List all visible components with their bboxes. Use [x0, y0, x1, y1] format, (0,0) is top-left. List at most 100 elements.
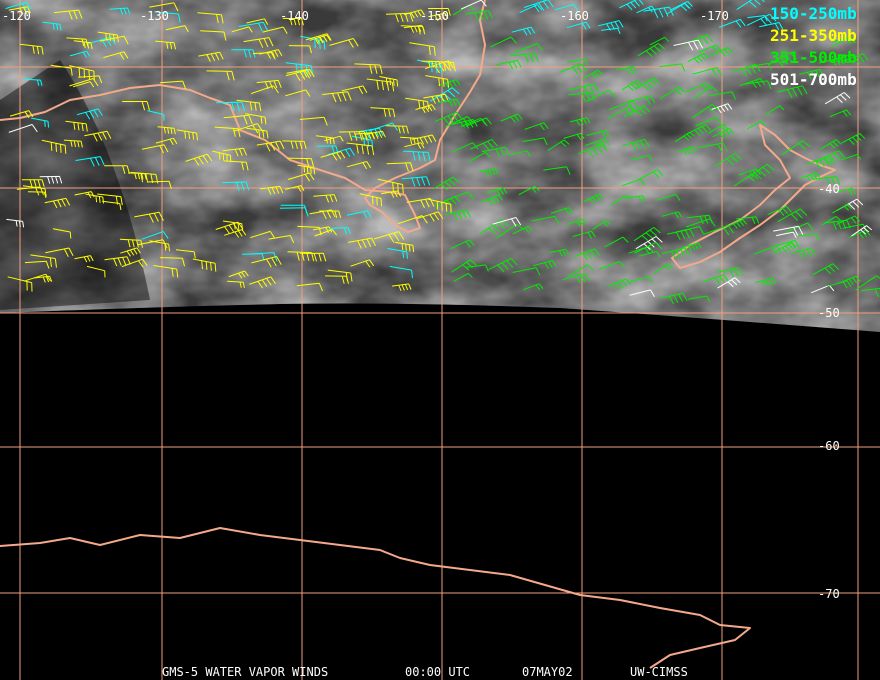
wind-barb	[569, 117, 591, 126]
wind-barb	[279, 207, 309, 217]
wind-barb	[745, 163, 775, 180]
wind-barb	[687, 124, 711, 136]
wind-barb	[8, 124, 38, 133]
wind-barb	[524, 122, 549, 131]
wind-barb	[797, 233, 820, 241]
wind-barb	[392, 283, 412, 291]
wind-barb	[732, 63, 761, 77]
wind-barb	[350, 259, 375, 268]
wind-barb	[781, 140, 811, 156]
wind-barb	[688, 295, 711, 303]
wind-barb	[619, 0, 644, 11]
wind-barb	[69, 50, 91, 58]
wind-barb	[511, 26, 536, 36]
wind-barb	[445, 116, 474, 128]
wind-barb	[379, 76, 399, 87]
wind-barb	[709, 91, 737, 100]
wind-barb	[401, 176, 431, 187]
wind-barbs	[5, 0, 880, 304]
wind-barb	[364, 130, 386, 140]
wind-barb	[743, 80, 772, 90]
wind-barb	[346, 161, 372, 170]
wind-barb	[444, 209, 471, 221]
wind-barb	[315, 135, 335, 145]
wind-barb	[710, 103, 733, 114]
wind-barb	[287, 157, 315, 168]
wind-barb	[341, 85, 368, 95]
wind-barb	[154, 11, 181, 23]
wind-barb	[818, 58, 841, 66]
wind-barb	[660, 86, 686, 100]
wind-barb	[615, 66, 637, 74]
wind-barb	[480, 194, 504, 206]
wind-barb	[776, 231, 797, 238]
wind-barb	[425, 75, 450, 88]
wind-barb	[206, 70, 235, 81]
wind-barb	[578, 143, 608, 158]
wind-barb	[785, 222, 814, 233]
wind-barb	[709, 47, 733, 57]
wind-barb	[221, 181, 250, 191]
wind-barb	[438, 79, 461, 90]
wind-barb	[465, 10, 493, 21]
wind-barb	[629, 276, 654, 284]
wind-barb	[798, 68, 825, 80]
wind-barb	[848, 229, 871, 239]
wind-barb	[297, 164, 316, 175]
wind-barb	[486, 187, 508, 196]
wind-barb	[622, 178, 646, 187]
wind-barb	[434, 111, 463, 125]
wind-barb	[510, 52, 539, 63]
wind-barb	[633, 226, 661, 242]
wind-barb	[24, 78, 43, 86]
wind-barb	[246, 18, 269, 25]
wind-barb	[676, 146, 698, 156]
wind-barb	[622, 138, 650, 151]
wind-barb	[400, 136, 420, 145]
wind-barb	[708, 124, 729, 134]
wind-barb	[604, 236, 629, 248]
wind-barb	[592, 220, 611, 231]
wind-barb	[319, 210, 342, 218]
wind-barb	[76, 108, 103, 120]
wind-barb	[434, 195, 461, 207]
wind-barb	[286, 69, 312, 78]
wind-barb	[550, 207, 574, 215]
wind-barb	[86, 265, 106, 278]
wind-barb	[99, 35, 129, 45]
wind-barb	[288, 45, 312, 54]
wind-barb	[227, 280, 245, 289]
wind-barb	[85, 193, 104, 204]
wind-barb	[636, 5, 656, 14]
wind-barb	[45, 247, 74, 258]
wind-barb	[488, 257, 518, 273]
wind-barb	[800, 172, 821, 182]
wind-barb	[39, 175, 63, 184]
wind-barb	[44, 197, 71, 209]
wind-barb	[16, 186, 44, 196]
wind-barb	[451, 119, 478, 129]
wind-barb	[717, 277, 741, 289]
wind-barb	[423, 93, 449, 104]
wind-barb	[765, 105, 785, 116]
wind-barb	[747, 15, 768, 22]
wind-barb	[643, 6, 674, 19]
wind-barb	[159, 80, 187, 90]
wind-barb	[831, 36, 857, 48]
wind-barb	[285, 68, 315, 82]
wind-barb	[660, 292, 688, 304]
wind-barb	[65, 120, 88, 132]
wind-barb	[27, 191, 47, 199]
wind-barb	[348, 237, 376, 249]
wind-barb	[692, 103, 719, 119]
wind-barb	[656, 193, 681, 201]
wind-barb	[325, 275, 349, 284]
wind-barb	[33, 275, 53, 283]
wind-barb	[712, 127, 735, 139]
wind-barb	[697, 142, 728, 153]
wind-barb	[755, 277, 777, 287]
wind-barb	[102, 200, 122, 210]
wind-barb	[662, 247, 690, 259]
longitude-label: -170	[700, 9, 729, 23]
